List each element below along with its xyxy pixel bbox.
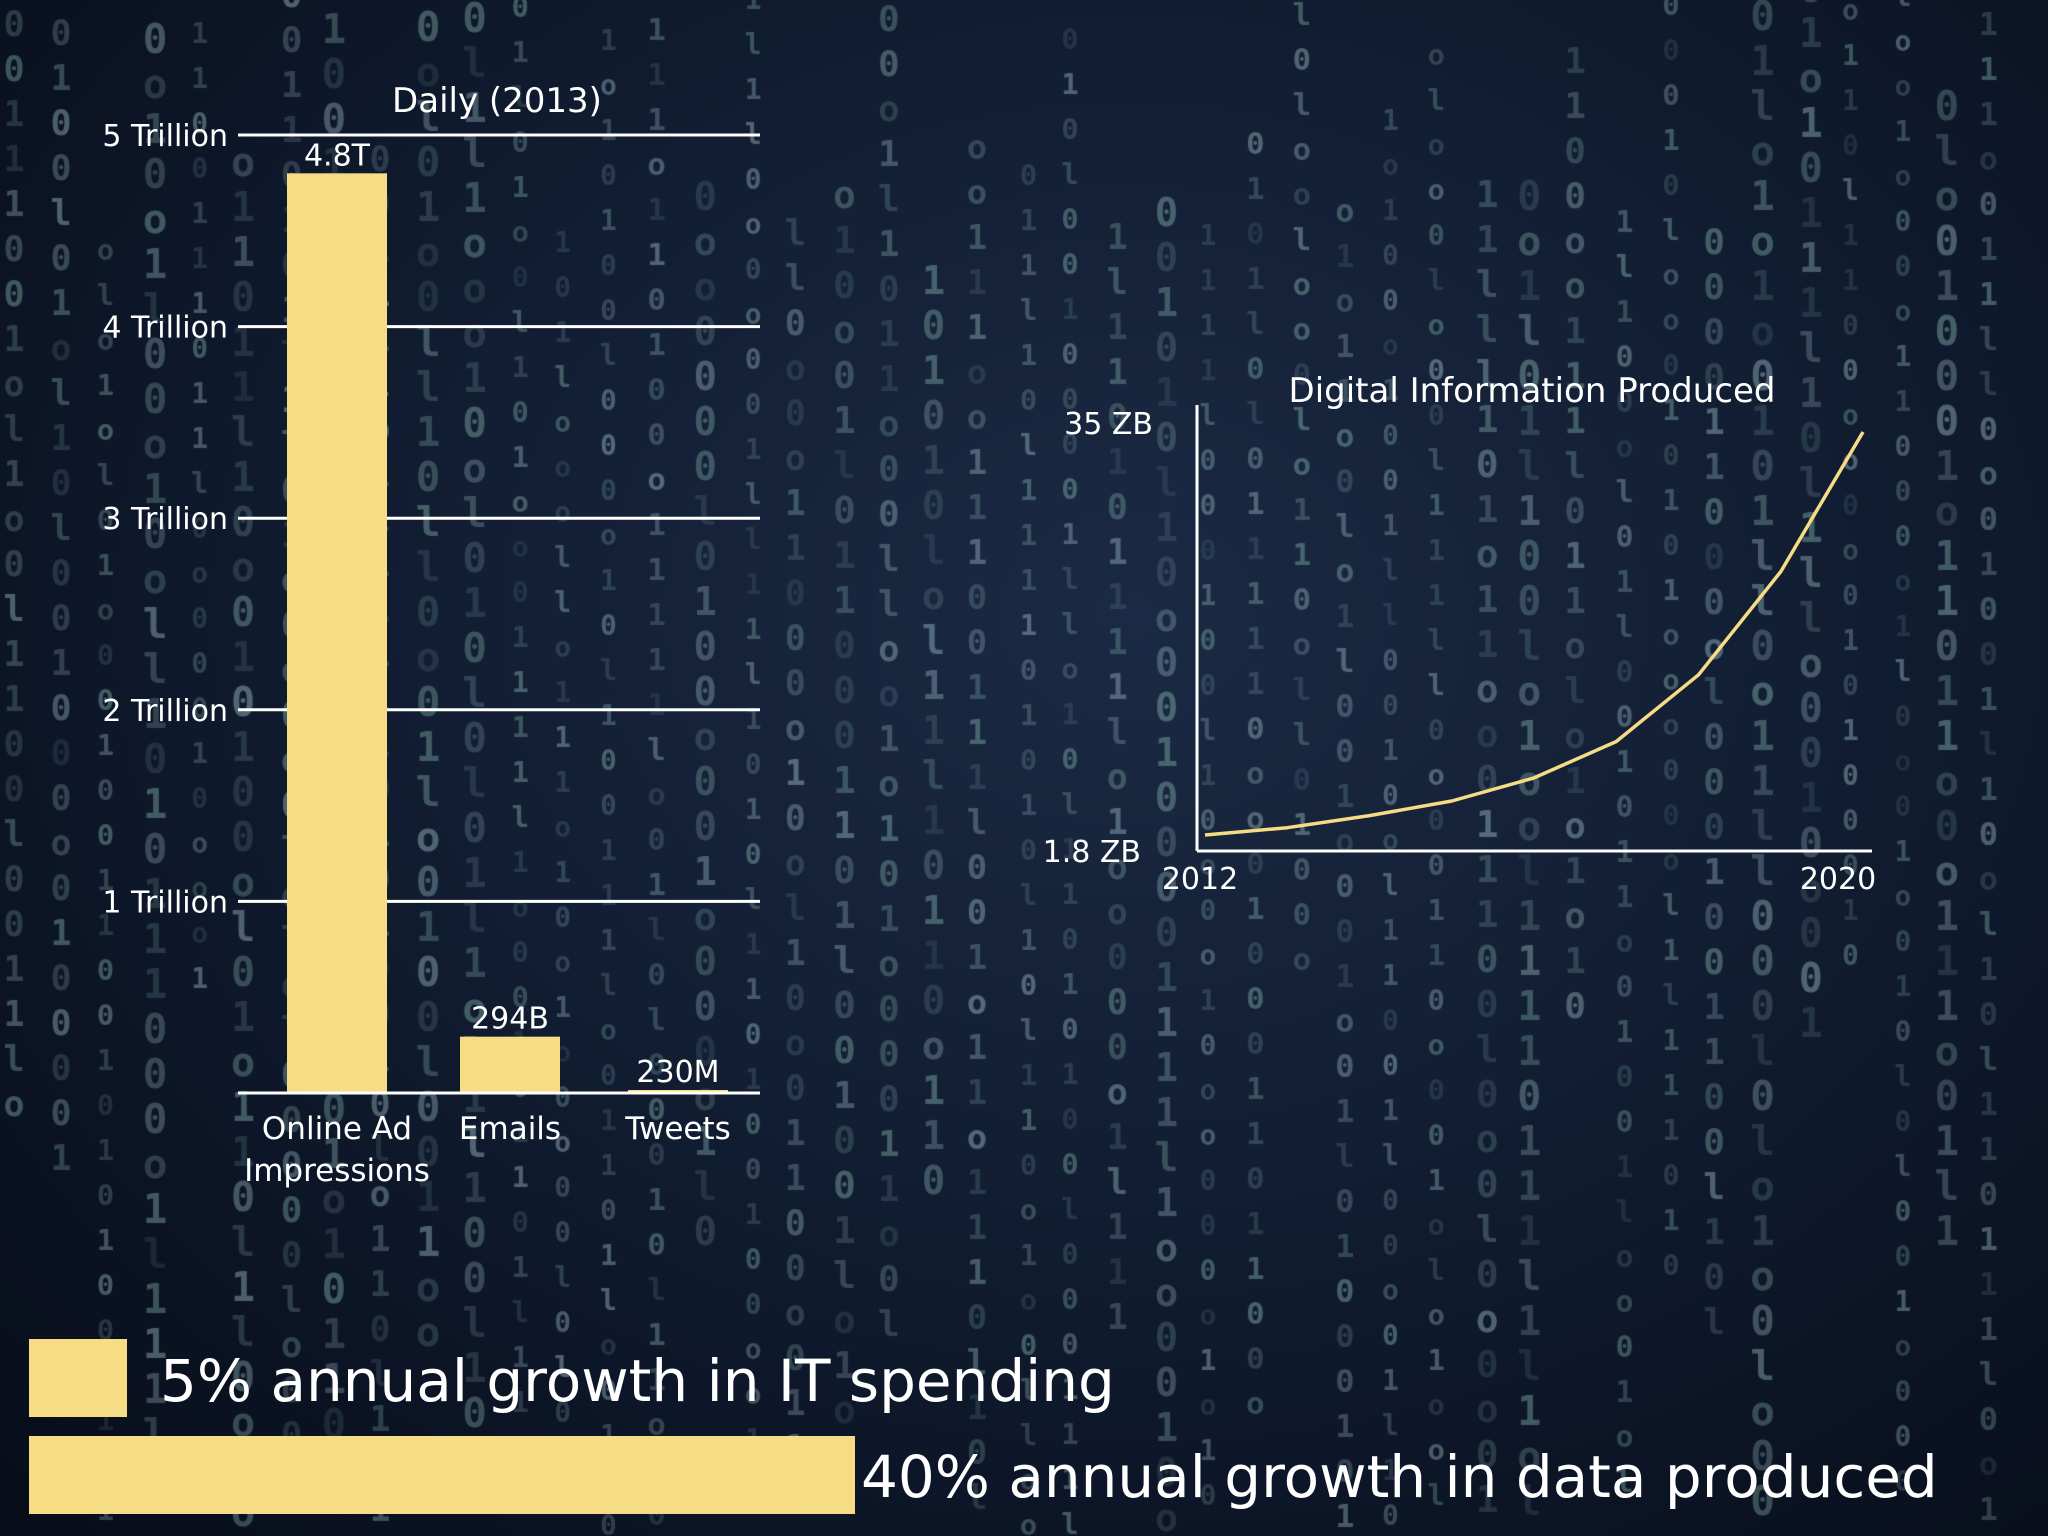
bar-y-tick-label: 2 Trillion <box>102 694 228 729</box>
bar-y-tick-label: 1 Trillion <box>102 885 228 920</box>
bar-data-label: 294B <box>471 1002 549 1037</box>
bar-y-tick-label: 5 Trillion <box>102 119 228 154</box>
line-chart-x-start-label: 2012 <box>1162 862 1238 897</box>
bar-chart-y-tick-labels: 1 Trillion 2 Trillion 3 Trillion 4 Trillion… <box>102 119 228 920</box>
data-produced-growth-label: 40% annual growth in data produced <box>861 1443 1938 1511</box>
line-chart-y-max-label: 35 ZB <box>1064 407 1153 442</box>
it-spending-growth-bar <box>29 1339 128 1417</box>
data-produced-growth-bar <box>29 1436 855 1514</box>
line-chart-y-min-label: 1.8 ZB <box>1043 835 1141 870</box>
daily-2013-bar-chart: Daily (2013) 1 Trillion 2 Trillion 3 Trill… <box>102 81 760 1189</box>
line-chart-title: Digital Information Produced <box>1289 371 1776 411</box>
bar-1 <box>287 173 387 1093</box>
bar-y-tick-label: 3 Trillion <box>102 502 228 537</box>
bar-category-label: Emails <box>459 1111 561 1147</box>
bar-chart-bars <box>287 173 728 1093</box>
digital-information-line-chart: Digital Information Produced 35 ZB 1.8 Z… <box>1043 371 1877 897</box>
bar-category-label: Impressions <box>244 1153 430 1189</box>
bar-2 <box>460 1036 560 1093</box>
bar-category-label: Online Ad <box>262 1111 412 1147</box>
line-chart-series-line <box>1204 431 1865 837</box>
bar-y-tick-label: 4 Trillion <box>102 311 228 346</box>
bar-chart-category-labels: Online Ad Impressions Emails Tweets <box>244 1111 731 1189</box>
bar-category-label: Tweets <box>624 1111 731 1147</box>
bar-chart-data-labels: 4.8T 294B 230M <box>304 138 720 1090</box>
it-spending-growth-label: 5% annual growth in IT spending <box>160 1347 1115 1415</box>
bar-chart-title: Daily (2013) <box>392 81 602 121</box>
bar-data-label: 4.8T <box>304 138 371 173</box>
bar-data-label: 230M <box>636 1055 719 1090</box>
line-chart-x-end-label: 2020 <box>1800 862 1876 897</box>
